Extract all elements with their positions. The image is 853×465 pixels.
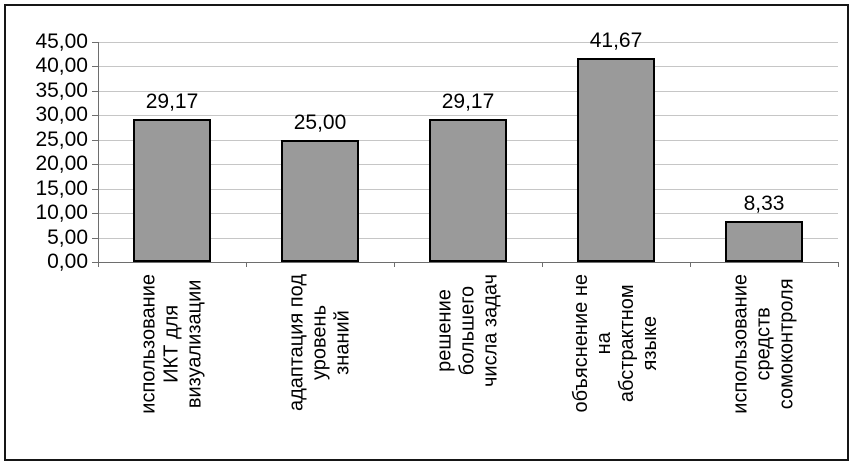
- y-tick-label: 30,00: [35, 103, 88, 127]
- x-category-label: объяснение не на абстрактном языке: [570, 274, 661, 413]
- y-tick-label: 5,00: [47, 225, 88, 249]
- y-tick-label: 45,00: [35, 30, 88, 53]
- x-category-label: адаптация под уровень знаний: [285, 274, 354, 412]
- x-axis-tick: [542, 262, 543, 267]
- y-tick-label: 35,00: [35, 78, 88, 102]
- y-tick-label: 25,00: [35, 127, 88, 151]
- y-axis-tick: [92, 66, 98, 68]
- bar: [725, 221, 803, 262]
- y-axis-tick: [92, 139, 98, 141]
- y-axis-tick: [92, 213, 98, 215]
- x-axis-tick: [98, 262, 99, 267]
- x-category-label: решение большего числа задач: [433, 274, 502, 388]
- x-category-rotator: использование ИКТ для визуализации: [138, 274, 207, 454]
- x-category-rotator: объяснение не на абстрактном языке: [570, 274, 662, 454]
- x-axis-tick: [838, 262, 839, 267]
- y-tick-label: 15,00: [35, 176, 88, 200]
- x-category-cell: использование средств сомоконтроля: [690, 272, 838, 456]
- x-axis-tick: [690, 262, 691, 267]
- x-category-cell: решение большего числа задач: [394, 272, 542, 456]
- x-category-cell: объяснение не на абстрактном языке: [542, 272, 690, 456]
- bar: [429, 119, 507, 262]
- y-axis-tick: [92, 42, 98, 43]
- bar: [577, 58, 655, 262]
- y-axis-tick: [92, 115, 98, 117]
- y-axis-tick: [92, 262, 98, 263]
- x-category-label: использование средств сомоконтроля: [729, 274, 798, 414]
- y-tick-label: 0,00: [47, 250, 88, 273]
- y-axis-line: [98, 42, 99, 267]
- bar-value-label: 25,00: [293, 110, 347, 134]
- y-tick-label: 40,00: [35, 54, 88, 78]
- y-axis-tick: [92, 188, 98, 190]
- x-axis-line: [98, 262, 838, 263]
- bar-value-label: 8,33: [743, 192, 785, 216]
- x-category-rotator: использование средств сомоконтроля: [730, 274, 799, 454]
- x-category-cell: использование ИКТ для визуализации: [98, 272, 246, 456]
- bar: [281, 139, 359, 262]
- y-axis-tick: [92, 237, 98, 239]
- x-category-rotator: адаптация под уровень знаний: [286, 274, 355, 454]
- gridline: [98, 90, 838, 92]
- gridline: [98, 115, 838, 117]
- bar-value-label: 41,67: [589, 29, 643, 53]
- bar-value-label: 29,17: [441, 90, 495, 114]
- y-tick-label: 10,00: [35, 201, 88, 225]
- x-category-cell: адаптация под уровень знаний: [246, 272, 394, 456]
- bar-value-label: 29,17: [145, 90, 199, 114]
- y-tick-label: 20,00: [35, 152, 88, 176]
- x-category-rotator: решение большего числа задач: [434, 274, 503, 454]
- gridline: [98, 66, 838, 68]
- y-axis-tick: [92, 164, 98, 166]
- gridline: [98, 42, 838, 43]
- bar: [133, 119, 211, 262]
- y-axis-tick: [92, 90, 98, 92]
- x-category-label: использование ИКТ для визуализации: [137, 274, 206, 414]
- x-axis-tick: [394, 262, 395, 267]
- x-axis-tick: [246, 262, 247, 267]
